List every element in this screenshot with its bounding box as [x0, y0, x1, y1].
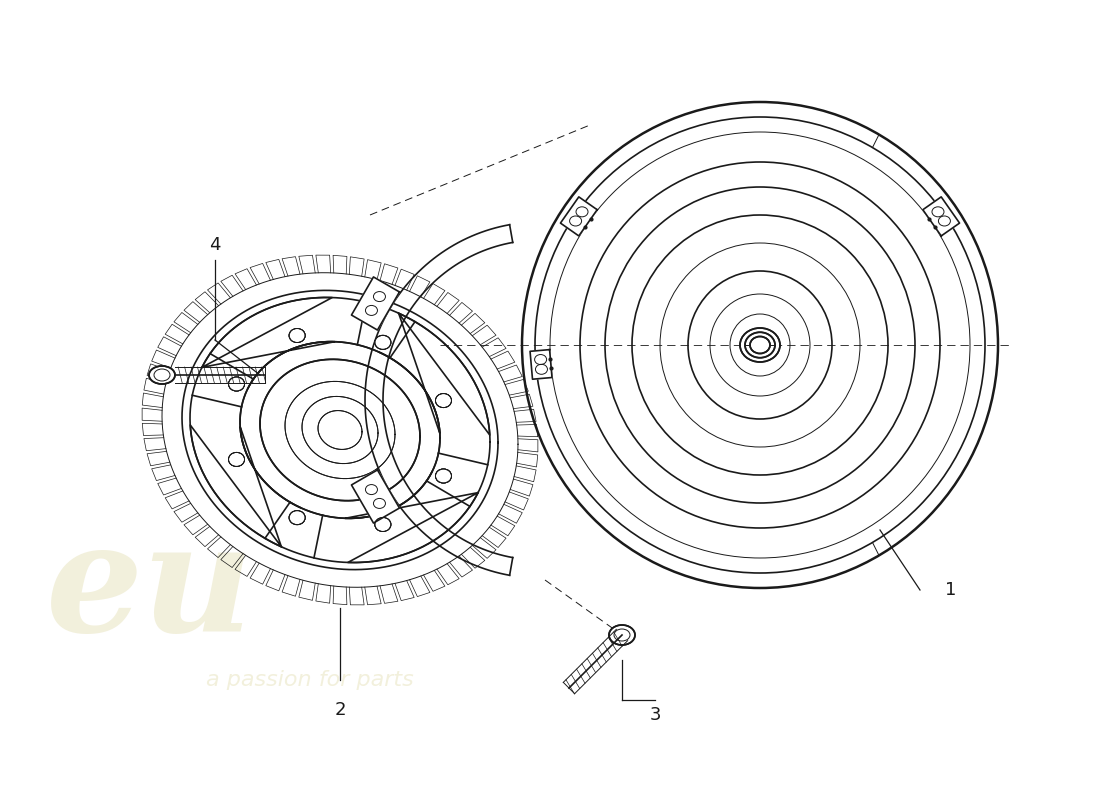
Ellipse shape: [750, 337, 770, 354]
Ellipse shape: [289, 329, 305, 342]
Ellipse shape: [229, 453, 244, 466]
Ellipse shape: [436, 394, 451, 407]
Ellipse shape: [740, 328, 780, 362]
Polygon shape: [345, 472, 478, 562]
Polygon shape: [379, 313, 490, 435]
Ellipse shape: [745, 332, 776, 358]
Ellipse shape: [375, 518, 390, 531]
Ellipse shape: [375, 335, 390, 350]
Polygon shape: [923, 197, 959, 236]
Ellipse shape: [289, 510, 305, 525]
Text: 4: 4: [209, 236, 221, 254]
Polygon shape: [202, 298, 334, 388]
Text: 2: 2: [334, 701, 345, 719]
Ellipse shape: [289, 510, 305, 525]
Ellipse shape: [375, 335, 390, 350]
Ellipse shape: [148, 366, 175, 384]
Ellipse shape: [375, 518, 390, 531]
Ellipse shape: [289, 329, 305, 342]
Polygon shape: [561, 197, 597, 236]
Ellipse shape: [229, 377, 244, 391]
Polygon shape: [190, 425, 301, 547]
Ellipse shape: [436, 469, 451, 483]
Text: 1: 1: [945, 581, 956, 599]
Ellipse shape: [229, 453, 244, 466]
Ellipse shape: [436, 394, 451, 407]
Text: 3: 3: [649, 706, 661, 724]
Ellipse shape: [436, 469, 451, 483]
Ellipse shape: [229, 377, 244, 391]
Polygon shape: [352, 277, 399, 330]
Text: eu: eu: [46, 515, 254, 665]
Text: a passion for parts: a passion for parts: [206, 670, 414, 690]
Ellipse shape: [609, 625, 635, 645]
Polygon shape: [352, 470, 399, 523]
Polygon shape: [530, 350, 552, 379]
